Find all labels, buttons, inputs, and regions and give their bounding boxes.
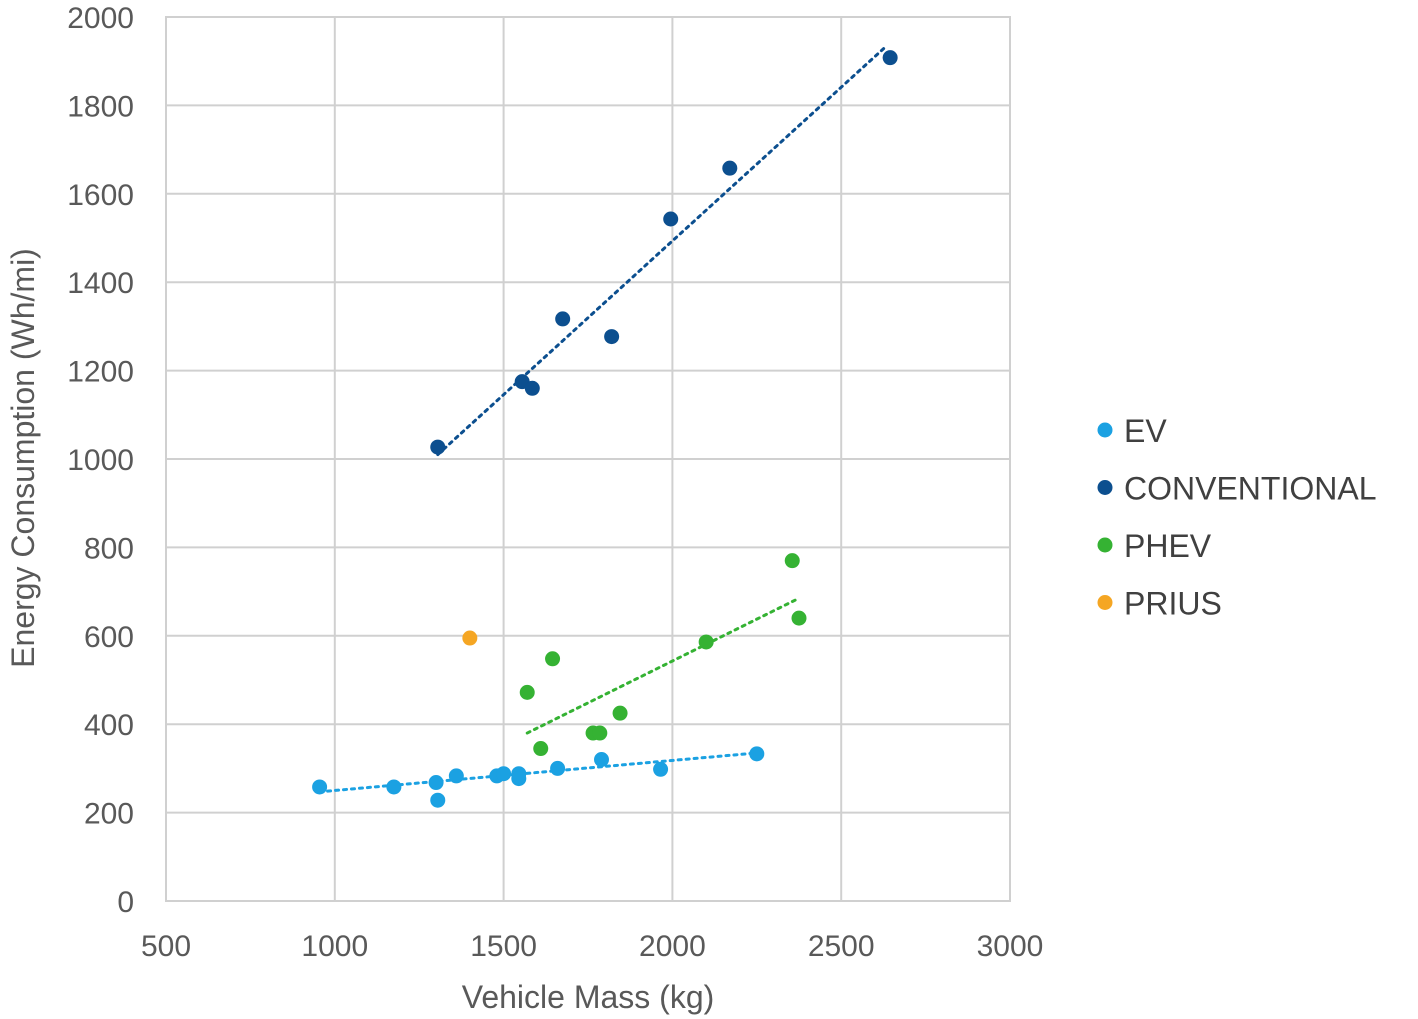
prius-legend-marker [1097, 595, 1113, 610]
phev-legend-marker [1097, 537, 1113, 553]
conventional-point [882, 50, 898, 66]
conventional-point [430, 439, 446, 455]
x-tick-label: 2500 [808, 930, 875, 963]
ev-trendline [318, 751, 759, 794]
y-tick-labels: 0 200 400 600 800 1000 1200 1400 1600 1800 2000 [67, 2, 134, 919]
y-tick-label: 1200 [67, 356, 134, 389]
conventional-legend-marker [1097, 480, 1113, 495]
phev-trendline [525, 596, 801, 735]
ev-point [594, 752, 610, 768]
phev-point [545, 651, 561, 667]
x-tick-labels: 500 1000 1500 2000 2500 3000 [141, 930, 1043, 963]
ev-point [749, 746, 765, 762]
y-tick-label: 1000 [67, 444, 134, 477]
conventional-point [604, 329, 620, 345]
x-tick-label: 500 [141, 930, 191, 963]
ev-point [430, 792, 446, 808]
conventional-trendline [436, 44, 889, 457]
grid [165, 16, 1011, 902]
conventional-legend-label: CONVENTIONAL [1124, 471, 1376, 507]
ev-point [386, 779, 402, 795]
conventional-point [524, 380, 540, 396]
ev-point [312, 779, 328, 795]
y-axis-title: Energy Consumption (Wh/mi) [5, 248, 41, 668]
phev-point [784, 553, 800, 569]
y-tick-label: 600 [84, 621, 134, 654]
phev-point [612, 705, 628, 721]
ev-point [653, 761, 669, 777]
phev-legend-label: PHEV [1124, 528, 1212, 564]
y-tick-label: 0 [117, 886, 134, 919]
ev-point [496, 766, 512, 782]
ev-legend-label: EV [1124, 413, 1167, 449]
conventional-point [722, 160, 738, 176]
ev-point [511, 771, 527, 787]
ev-point [448, 768, 464, 784]
y-tick-label: 800 [84, 532, 134, 565]
x-tick-label: 3000 [977, 930, 1044, 963]
phev-point [519, 684, 535, 700]
conventional-point [555, 311, 571, 327]
x-axis-title: Vehicle Mass (kg) [462, 979, 715, 1015]
plot-border [165, 16, 1011, 902]
data-points [312, 50, 898, 808]
x-tick-label: 2000 [639, 930, 706, 963]
y-tick-label: 200 [84, 798, 134, 831]
phev-point [791, 610, 807, 626]
y-tick-label: 1600 [67, 179, 134, 212]
y-tick-label: 1800 [67, 90, 134, 123]
y-tick-label: 400 [84, 709, 134, 742]
y-tick-label: 2000 [67, 2, 134, 35]
y-tick-label: 1400 [67, 267, 134, 300]
trendlines [318, 44, 889, 794]
ev-point [428, 775, 444, 791]
prius-legend-label: PRIUS [1124, 586, 1222, 622]
conventional-point [663, 211, 679, 227]
ev-legend-marker [1097, 422, 1113, 438]
phev-point [698, 634, 714, 650]
phev-point [592, 725, 608, 741]
phev-point [533, 741, 549, 757]
prius-point [462, 630, 478, 646]
legend: EV CONVENTIONAL PHEV PRIUS [1097, 413, 1376, 622]
x-tick-label: 1500 [470, 930, 537, 963]
x-tick-label: 1000 [301, 930, 368, 963]
ev-point [550, 760, 566, 776]
